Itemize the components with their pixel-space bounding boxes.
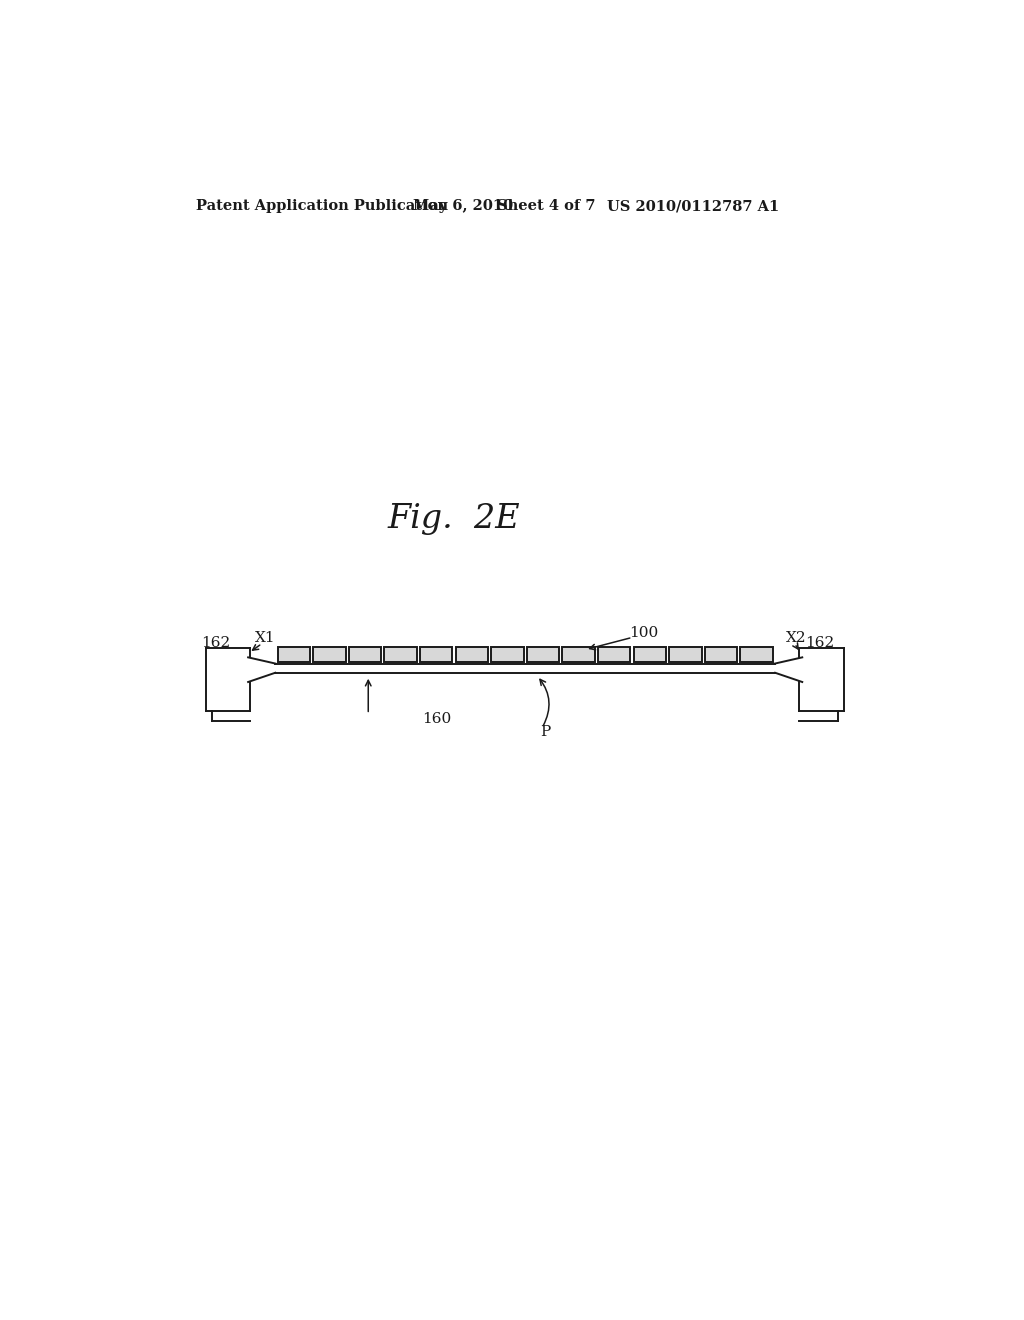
Bar [349, 647, 381, 663]
Bar [669, 647, 701, 663]
Text: 162: 162 [806, 636, 835, 649]
Bar [384, 647, 417, 663]
Text: May 6, 2010: May 6, 2010 [414, 199, 513, 213]
Text: 160: 160 [422, 711, 452, 726]
Text: 162: 162 [201, 636, 230, 649]
Text: P: P [540, 725, 550, 739]
Text: X1: X1 [255, 631, 275, 645]
Text: Fig.  2E: Fig. 2E [387, 503, 520, 535]
Text: Patent Application Publication: Patent Application Publication [197, 199, 449, 213]
Bar [634, 647, 666, 663]
Bar [705, 647, 737, 663]
Text: Sheet 4 of 7: Sheet 4 of 7 [497, 199, 595, 213]
Bar [420, 647, 453, 663]
Bar [278, 647, 310, 663]
Text: X2: X2 [786, 631, 807, 645]
Bar [456, 647, 488, 663]
Bar [598, 647, 631, 663]
Bar [562, 647, 595, 663]
Bar [526, 647, 559, 663]
Bar [492, 647, 523, 663]
Text: 100: 100 [630, 627, 658, 640]
Bar [740, 647, 773, 663]
Bar [313, 647, 346, 663]
Text: US 2010/0112787 A1: US 2010/0112787 A1 [607, 199, 779, 213]
